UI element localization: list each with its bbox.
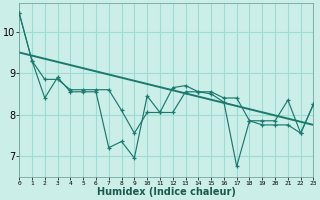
X-axis label: Humidex (Indice chaleur): Humidex (Indice chaleur) [97, 187, 236, 197]
